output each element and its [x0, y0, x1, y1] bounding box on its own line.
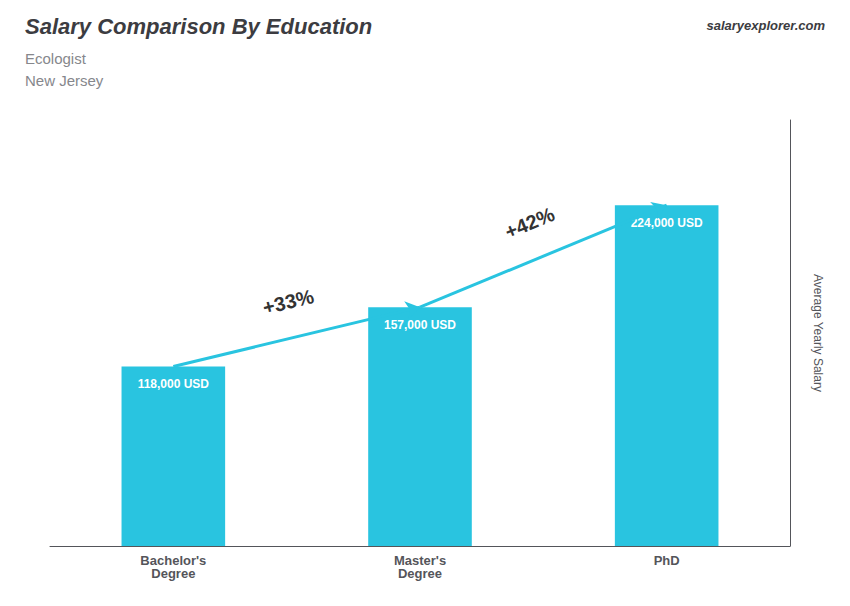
svg-text:Ecologist: Ecologist [25, 50, 87, 67]
svg-text:Degree: Degree [398, 566, 442, 581]
svg-text:PhD: PhD [654, 553, 680, 568]
svg-text:118,000 USD: 118,000 USD [138, 377, 210, 391]
svg-text:New Jersey: New Jersey [25, 72, 104, 89]
svg-text:salaryexplorer.com: salaryexplorer.com [706, 18, 825, 33]
svg-text:+42%: +42% [502, 203, 558, 243]
svg-text:Bachelor's: Bachelor's [140, 553, 207, 568]
svg-text:+33%: +33% [261, 285, 317, 319]
svg-text:Degree: Degree [151, 566, 195, 581]
svg-text:Average Yearly Salary: Average Yearly Salary [811, 274, 825, 392]
svg-text:Salary Comparison By Education: Salary Comparison By Education [25, 14, 372, 39]
svg-text:157,000 USD: 157,000 USD [384, 318, 456, 332]
svg-text:224,000 USD: 224,000 USD [631, 216, 703, 230]
svg-text:Master's: Master's [393, 553, 447, 568]
